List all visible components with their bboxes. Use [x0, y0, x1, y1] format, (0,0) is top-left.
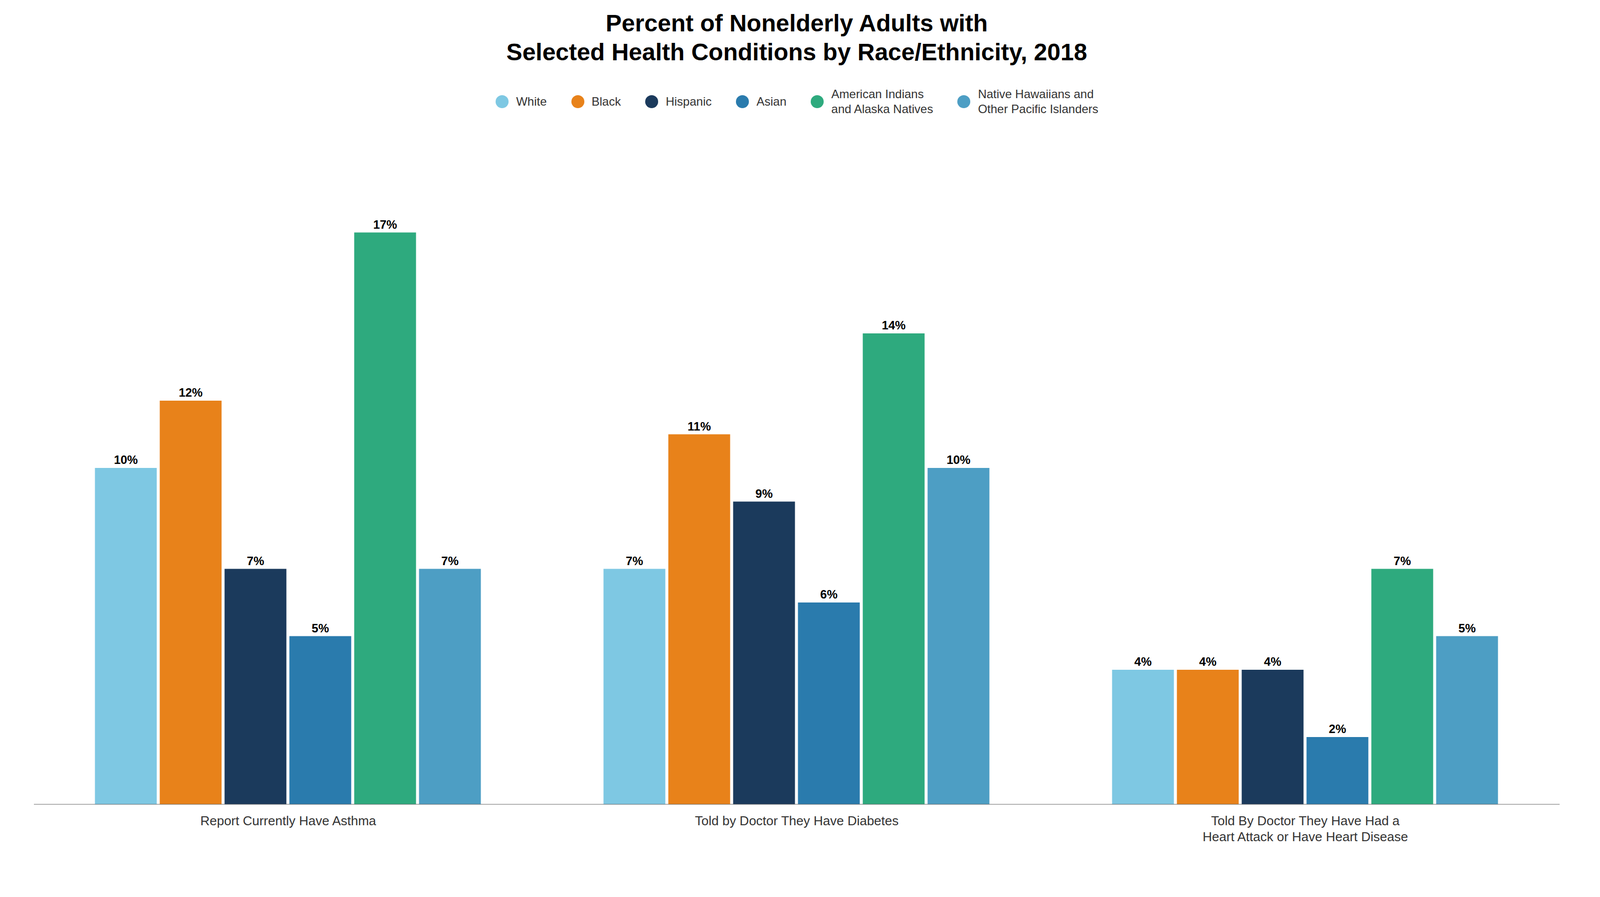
html-text:White: White: [516, 94, 547, 109]
svg-text:9%: 9%: [755, 487, 773, 501]
html-text:Native Hawaiians and Other Pac: Native Hawaiians and Other Pacific Islan…: [977, 87, 1099, 116]
svg-text:7%: 7%: [625, 554, 644, 568]
html-text:American Indians and Alaska Na: American Indians and Alaska Natives: [831, 87, 934, 116]
svg-text:14%: 14%: [881, 318, 906, 333]
svg-text:5%: 5%: [311, 621, 330, 636]
svg-text:7%: 7%: [441, 554, 459, 568]
svg-text:4%: 4%: [1199, 655, 1217, 669]
svg-text:Told by Doctor They Have Diabe: Told by Doctor They Have Diabetes: [695, 813, 899, 829]
html-text:Hispanic: Hispanic: [665, 94, 712, 109]
svg-text:5%: 5%: [1458, 621, 1476, 636]
svg-text:7%: 7%: [1393, 554, 1412, 568]
svg-text:Told By Doctor They Have Had a: Told By Doctor They Have Had aHeart Atta…: [1202, 813, 1409, 845]
svg-text:10%: 10%: [946, 453, 971, 467]
html-text:Black: Black: [591, 94, 621, 109]
svg-text:11%: 11%: [687, 419, 712, 434]
html-text:Percent of Nonelderly Adults w: Percent of Nonelderly Adults with Select…: [506, 9, 1088, 66]
svg-text:7%: 7%: [246, 554, 265, 568]
svg-text:4%: 4%: [1263, 655, 1282, 669]
svg-text:Report Currently Have Asthma: Report Currently Have Asthma: [200, 813, 377, 829]
svg-text:12%: 12%: [178, 385, 203, 400]
svg-text:10%: 10%: [113, 453, 138, 467]
svg-text:6%: 6%: [820, 587, 838, 602]
svg-text:2%: 2%: [1328, 722, 1347, 736]
svg-text:17%: 17%: [372, 217, 397, 232]
svg-text:4%: 4%: [1134, 655, 1152, 669]
html-text:Asian: Asian: [756, 94, 787, 109]
